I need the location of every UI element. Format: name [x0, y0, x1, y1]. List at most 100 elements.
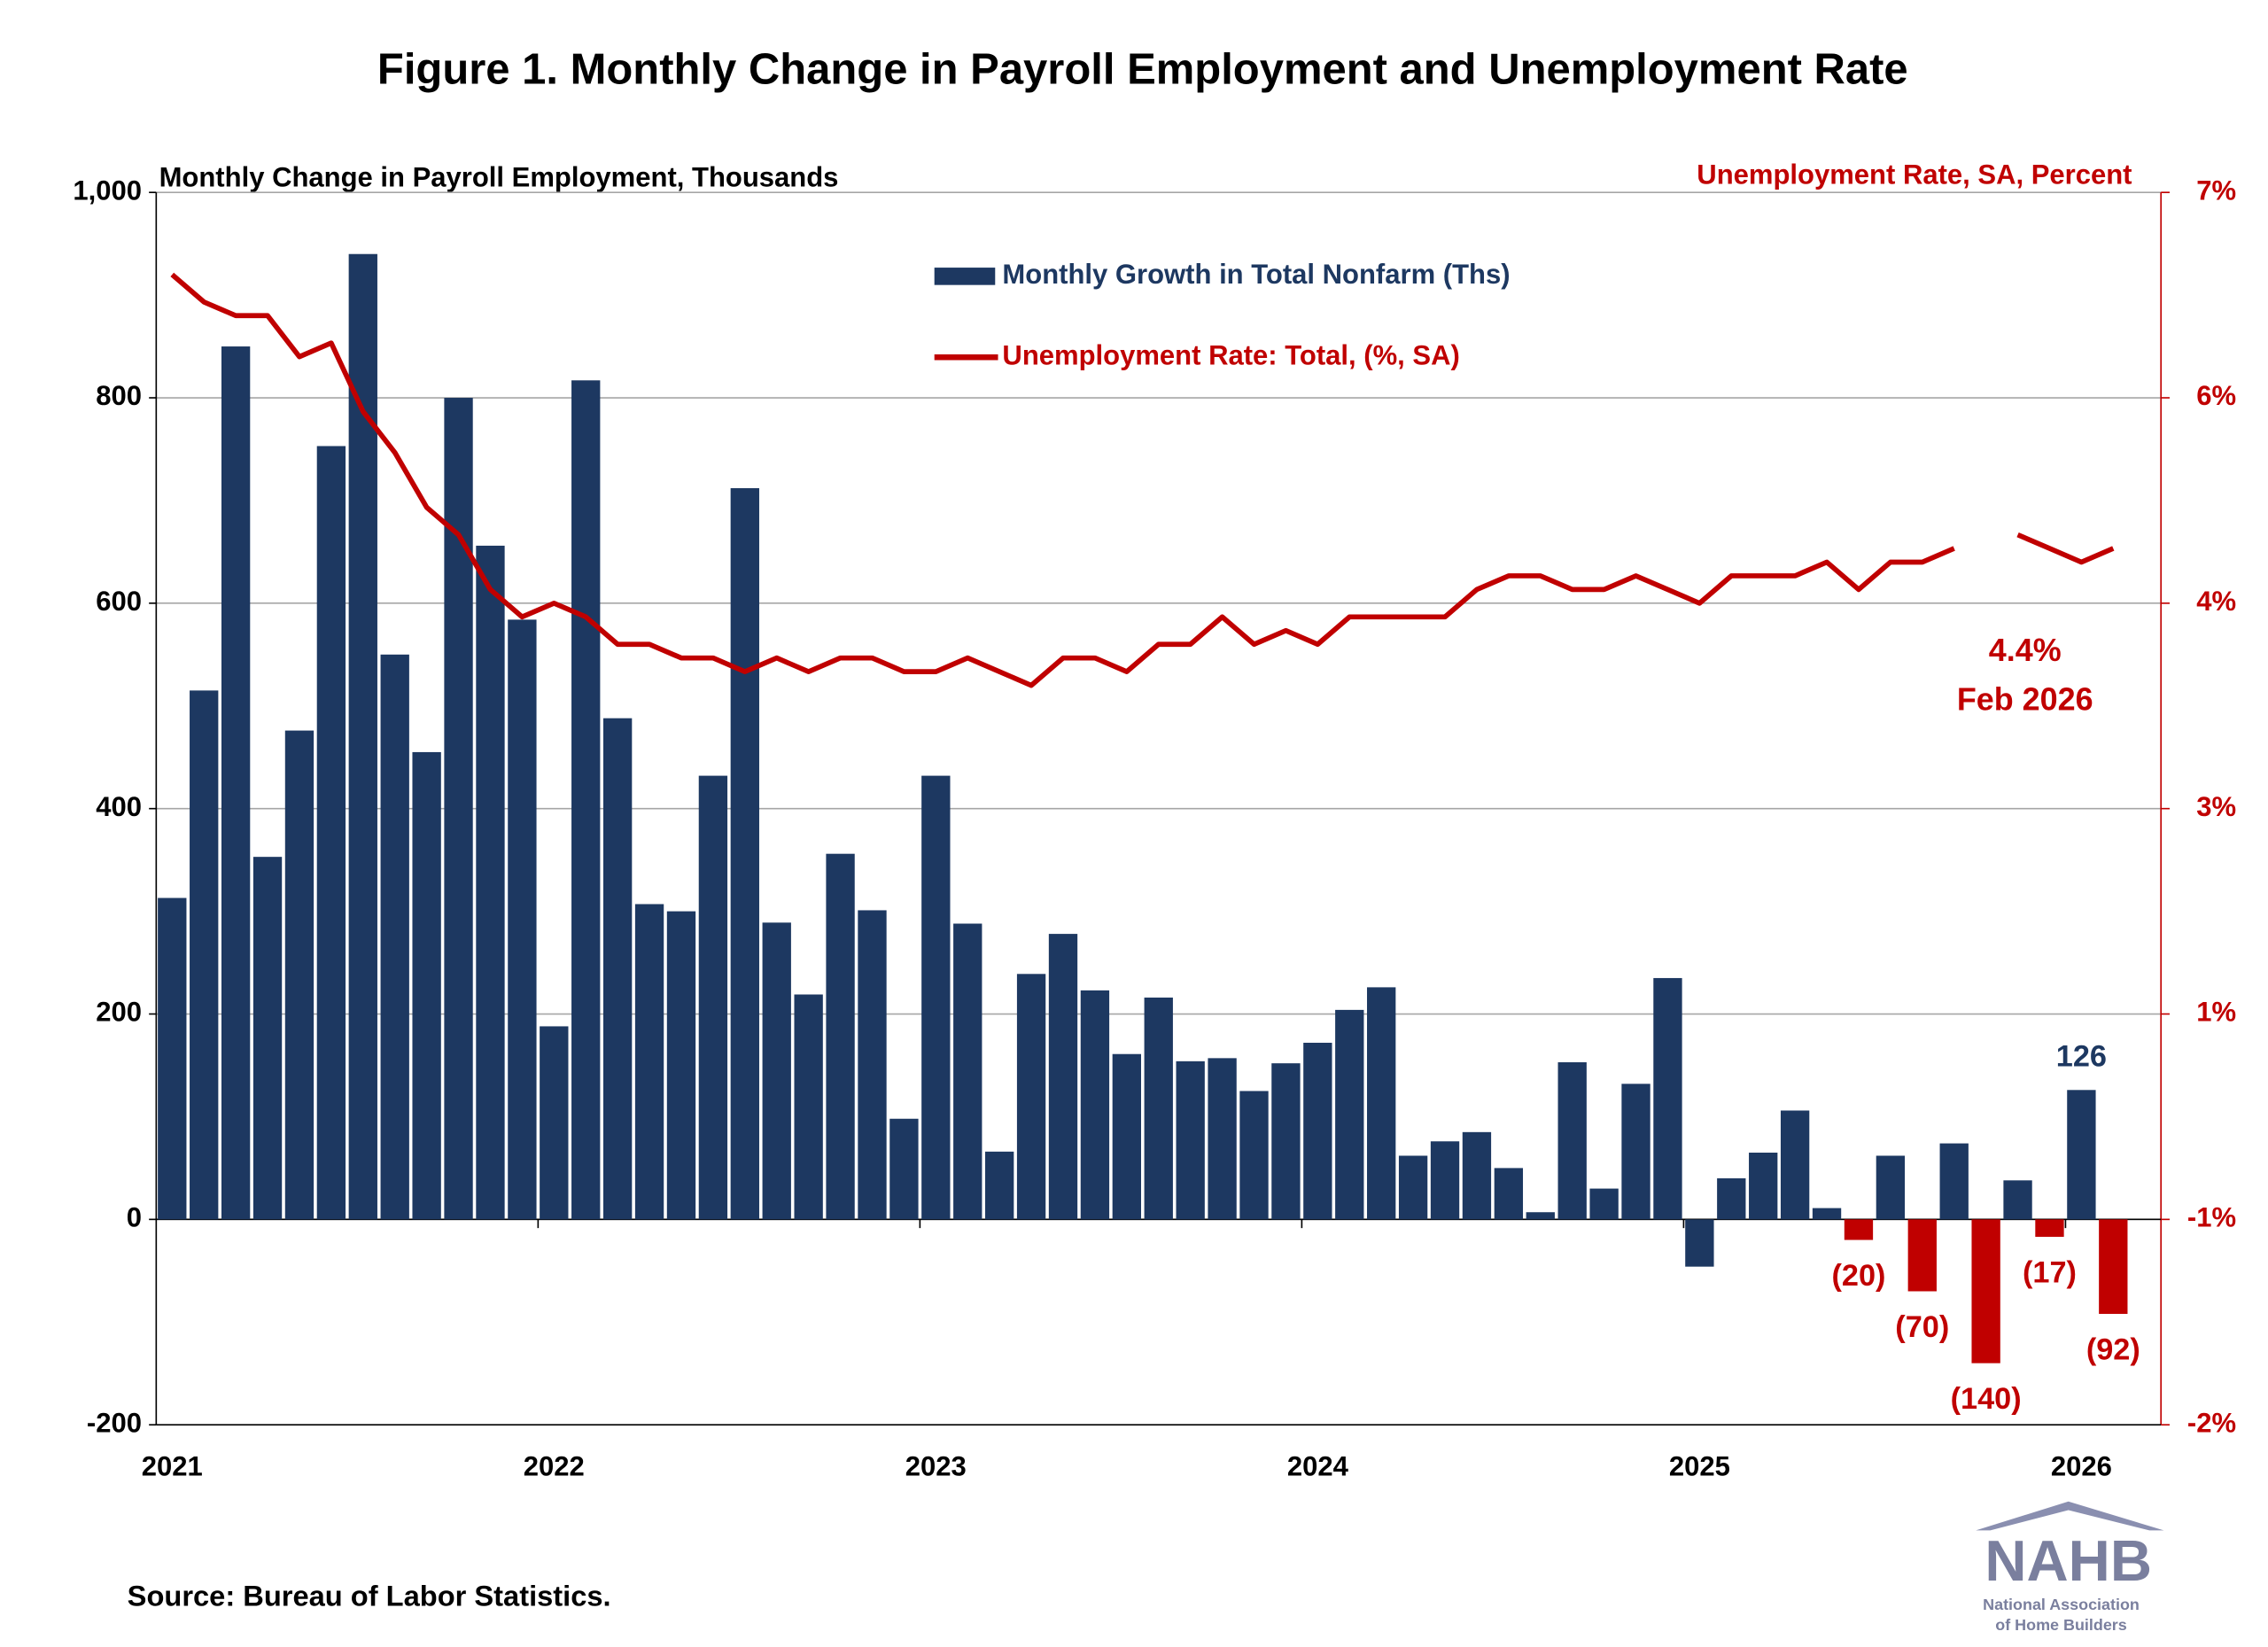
- x-tick-label: 2025: [1669, 1450, 1730, 1481]
- y2-tick-label: 4%: [2196, 586, 2236, 617]
- bar: [921, 775, 951, 1220]
- bar: [1144, 997, 1173, 1220]
- annotation: 4.4%: [1989, 632, 2062, 668]
- bar: [508, 619, 537, 1220]
- annotation: Feb 2026: [1957, 680, 2093, 717]
- bar: [190, 690, 219, 1220]
- logo: NAHB National Association of Home Builde…: [1976, 1501, 2164, 1634]
- bar: [1717, 1177, 1746, 1220]
- y-tick-label: -200: [87, 1407, 142, 1438]
- x-tick-label: 2023: [905, 1450, 967, 1481]
- line: [170, 272, 2115, 688]
- y-tick-label: 200: [96, 997, 142, 1028]
- bar: [1303, 1042, 1332, 1220]
- bar: [1876, 1155, 1906, 1220]
- bar: [1653, 977, 1682, 1220]
- bar: [221, 346, 251, 1220]
- bar: [666, 911, 696, 1220]
- bar: [602, 718, 633, 1220]
- bar: [1621, 1084, 1651, 1220]
- y-axis-title: Monthly Change in Payroll Employment, Th…: [159, 162, 839, 193]
- legend-label: Unemployment Rate: Total, (%, SA): [1002, 339, 1459, 370]
- bar: [284, 730, 315, 1220]
- bar: [1812, 1208, 1842, 1220]
- bar: [571, 380, 601, 1220]
- data-label: (20): [1831, 1259, 1885, 1293]
- logo-text: of Home Builders: [1995, 1616, 2127, 1634]
- bar: [1685, 1219, 1714, 1267]
- bar: [412, 751, 441, 1220]
- y2-axis-title: Unemployment Rate, SA, Percent: [1697, 159, 2132, 190]
- bar: [476, 545, 505, 1220]
- bar: [889, 1118, 919, 1220]
- data-label: (92): [2086, 1333, 2140, 1367]
- bar: [1844, 1219, 1874, 1240]
- bar: [1367, 987, 1396, 1220]
- bar: [1239, 1091, 1269, 1220]
- y-tick-label: 600: [96, 586, 142, 617]
- bar: [953, 923, 983, 1220]
- bar: [316, 446, 346, 1220]
- bar: [2099, 1219, 2128, 1315]
- logo-name: NAHB: [1984, 1528, 2152, 1593]
- bar: [252, 857, 283, 1220]
- y2-tick-label: 7%: [2196, 175, 2236, 206]
- bar: [540, 1026, 569, 1220]
- bar: [1526, 1212, 1555, 1220]
- bar: [1016, 974, 1046, 1220]
- bar: [1971, 1219, 2000, 1363]
- bar: [762, 922, 791, 1220]
- bar: [1335, 1009, 1364, 1220]
- bar: [1271, 1063, 1301, 1220]
- bar: [2067, 1090, 2096, 1220]
- y2-tick-label: 6%: [2196, 380, 2236, 411]
- bar: [158, 897, 187, 1220]
- data-label: (70): [1895, 1310, 1949, 1344]
- bar: [1749, 1153, 1778, 1220]
- bar: [2035, 1219, 2064, 1238]
- bar: [1112, 1053, 1141, 1220]
- x-tick-label: 2022: [524, 1450, 585, 1481]
- x-tick-label: 2021: [142, 1450, 203, 1481]
- bar: [985, 1151, 1014, 1220]
- bar: [794, 994, 823, 1220]
- y2-tick-label: -2%: [2187, 1407, 2236, 1438]
- y-tick-label: 0: [127, 1202, 142, 1233]
- legend-label: Monthly Growth in Total Nonfarm (Ths): [1002, 259, 1510, 290]
- chart-title: Figure 1. Monthly Change in Payroll Empl…: [377, 46, 1908, 94]
- source-note: Source: Bureau of Labor Statistics.: [128, 1580, 611, 1612]
- bar: [1208, 1058, 1237, 1220]
- bar: [1907, 1219, 1937, 1292]
- y-tick-label: 800: [96, 380, 142, 411]
- bar: [858, 910, 887, 1220]
- y2-tick-label: 1%: [2196, 997, 2236, 1028]
- bar: [1589, 1188, 1619, 1220]
- logo-roof: [1976, 1501, 2164, 1531]
- bar: [1780, 1110, 1810, 1220]
- bar: [1557, 1062, 1587, 1220]
- bar: [2003, 1180, 2032, 1220]
- y2-tick-label: -1%: [2187, 1202, 2236, 1233]
- y-tick-label: 1,000: [73, 175, 142, 206]
- bar: [730, 488, 759, 1220]
- data-label: (17): [2023, 1256, 2077, 1290]
- bar: [1176, 1060, 1205, 1220]
- bar: [826, 853, 855, 1220]
- x-tick-label: 2024: [1287, 1450, 1349, 1481]
- legend-swatch: [934, 268, 996, 285]
- bar: [348, 253, 377, 1220]
- bar: [1462, 1131, 1492, 1220]
- bar: [634, 904, 664, 1220]
- x-tick-label: 2026: [2051, 1450, 2112, 1481]
- bar: [380, 654, 409, 1220]
- bar: [1080, 990, 1110, 1220]
- y-tick-label: 400: [96, 791, 142, 822]
- data-label: 126: [2056, 1039, 2107, 1073]
- data-label: (140): [1951, 1382, 2022, 1416]
- bar: [1494, 1168, 1524, 1220]
- bar: [1939, 1143, 1969, 1220]
- bar: [1048, 934, 1078, 1220]
- bar: [1430, 1141, 1460, 1220]
